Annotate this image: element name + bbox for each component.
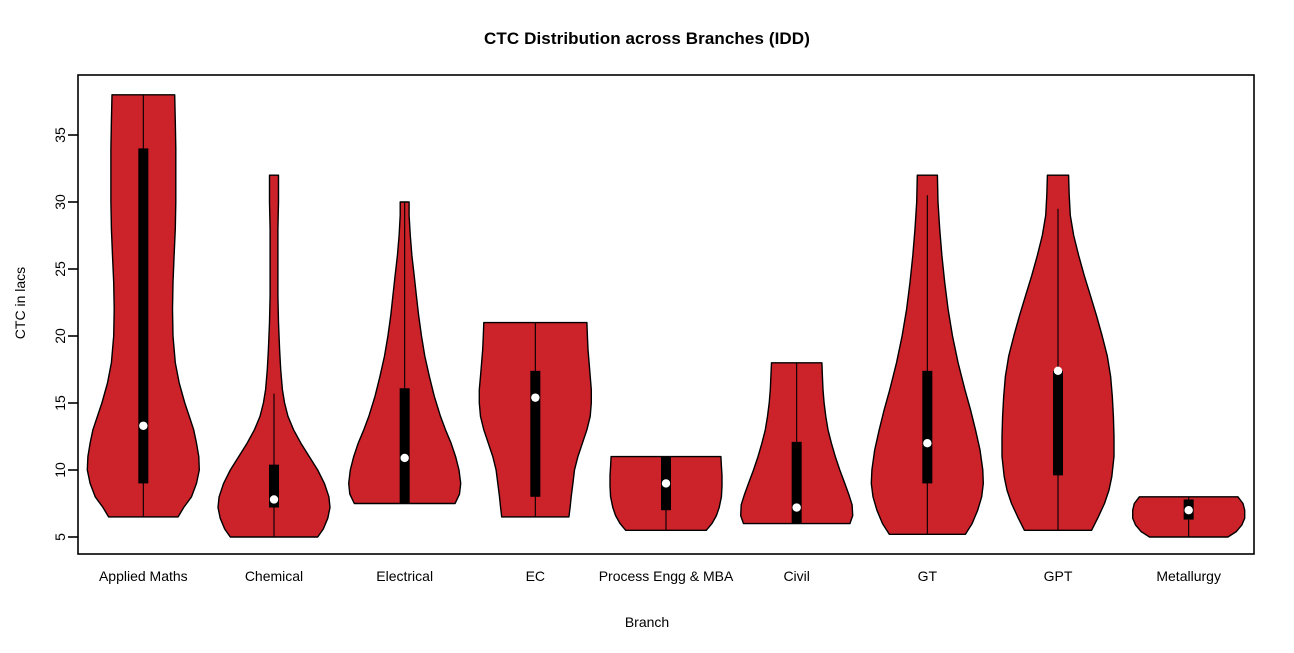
x-tick-label: Electrical: [376, 568, 433, 584]
y-axis: 5 10 15 20 25 30 35: [52, 127, 78, 541]
x-tick-label: Chemical: [245, 568, 303, 584]
page-title: CTC Distribution across Branches (IDD): [484, 29, 810, 48]
x-axis-title: Branch: [624, 614, 670, 630]
violin-body: [217, 174, 331, 538]
violin-process-engg-mba: [609, 455, 723, 531]
iqr-box: [530, 370, 541, 497]
x-axis: Applied Maths Chemical Electrical EC Process…: [99, 568, 1221, 584]
x-tick-label: GT: [918, 568, 938, 584]
x-tick-label: Process Engg & MBA: [599, 568, 734, 584]
median-marker: [269, 495, 279, 504]
median-marker: [661, 479, 671, 488]
violin-electrical: [348, 201, 462, 505]
iqr-box: [138, 148, 149, 484]
violin-gpt: [1001, 174, 1115, 531]
x-tick-label: Applied Maths: [99, 568, 188, 584]
violin-ec: [478, 321, 592, 518]
median-marker: [531, 393, 540, 402]
x-tick-label: EC: [526, 568, 545, 584]
iqr-box: [269, 464, 279, 508]
x-tick-label: Civil: [783, 568, 809, 584]
x-tick-label: Metallurgy: [1156, 568, 1221, 584]
iqr-box: [922, 370, 933, 484]
iqr-box: [399, 388, 410, 504]
violin-series-group: [86, 94, 1246, 538]
median-marker: [400, 453, 409, 463]
median-marker: [1184, 506, 1193, 515]
median-marker: [139, 421, 148, 430]
iqr-box: [791, 441, 802, 524]
median-marker: [1053, 366, 1063, 376]
y-tick-label: 35: [52, 127, 68, 143]
y-tick-label: 10: [52, 462, 68, 478]
violin-gt: [870, 174, 984, 535]
violin-applied-maths: [86, 94, 201, 518]
x-tick-label: GPT: [1044, 568, 1073, 584]
y-tick-label: 30: [52, 194, 68, 210]
y-tick-label: 15: [52, 395, 68, 411]
violin-metallurgy: [1131, 496, 1246, 538]
plot-frame: [77, 74, 1255, 555]
violin-civil: [740, 362, 854, 525]
median-marker: [923, 439, 932, 448]
iqr-box: [1053, 370, 1063, 476]
y-tick-label: 20: [52, 328, 68, 344]
violin-chemical: [217, 174, 331, 538]
median-marker: [792, 503, 801, 512]
y-tick-label: 25: [52, 261, 68, 277]
y-tick-label: 5: [52, 533, 68, 541]
